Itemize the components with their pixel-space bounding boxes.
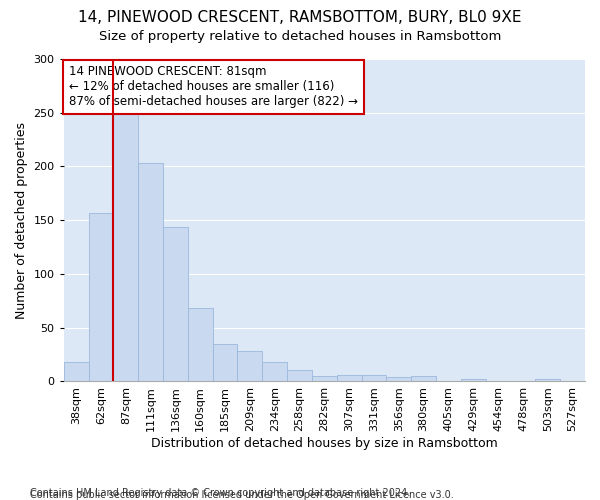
- Text: 14, PINEWOOD CRESCENT, RAMSBOTTOM, BURY, BL0 9XE: 14, PINEWOOD CRESCENT, RAMSBOTTOM, BURY,…: [78, 10, 522, 25]
- Bar: [113, 112, 138, 382]
- Bar: [411, 376, 436, 382]
- Bar: [386, 377, 411, 382]
- Bar: [212, 344, 238, 382]
- Bar: [89, 212, 113, 382]
- Y-axis label: Number of detached properties: Number of detached properties: [15, 122, 28, 318]
- Bar: [138, 164, 163, 382]
- Bar: [535, 380, 560, 382]
- X-axis label: Distribution of detached houses by size in Ramsbottom: Distribution of detached houses by size …: [151, 437, 498, 450]
- Bar: [461, 380, 486, 382]
- Bar: [64, 362, 89, 382]
- Bar: [238, 352, 262, 382]
- Text: 14 PINEWOOD CRESCENT: 81sqm
← 12% of detached houses are smaller (116)
87% of se: 14 PINEWOOD CRESCENT: 81sqm ← 12% of det…: [69, 66, 358, 108]
- Text: Size of property relative to detached houses in Ramsbottom: Size of property relative to detached ho…: [99, 30, 501, 43]
- Bar: [337, 375, 362, 382]
- Bar: [262, 362, 287, 382]
- Bar: [362, 375, 386, 382]
- Text: Contains HM Land Registry data © Crown copyright and database right 2024.: Contains HM Land Registry data © Crown c…: [30, 488, 410, 498]
- Bar: [188, 308, 212, 382]
- Bar: [163, 226, 188, 382]
- Bar: [312, 376, 337, 382]
- Bar: [287, 370, 312, 382]
- Text: Contains public sector information licensed under the Open Government Licence v3: Contains public sector information licen…: [30, 490, 454, 500]
